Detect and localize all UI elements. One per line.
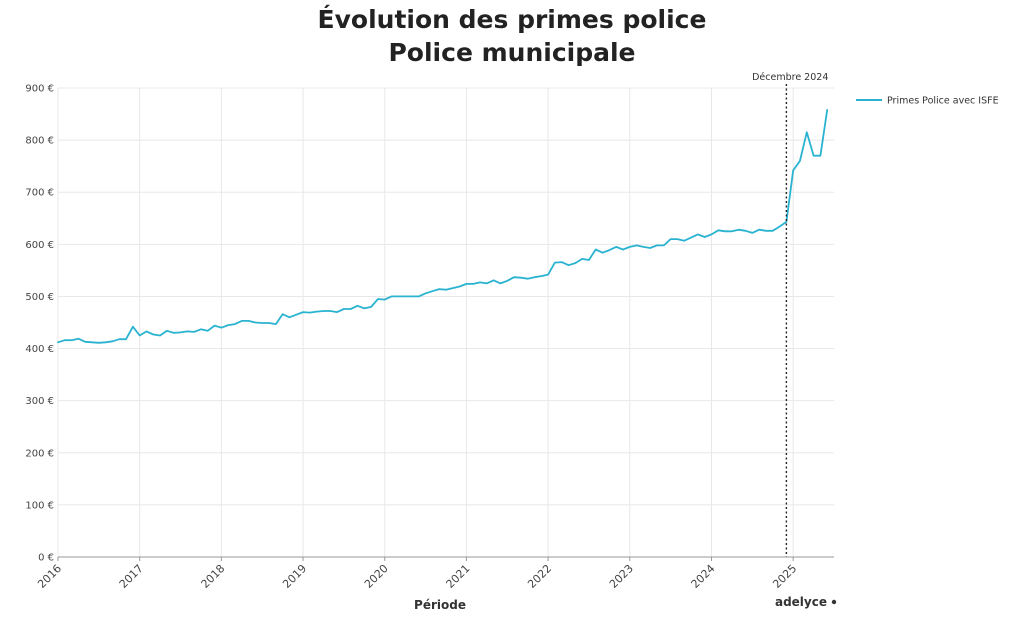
x-tick-label: 2023 xyxy=(607,562,636,591)
x-tick-label: 2021 xyxy=(444,562,473,591)
x-tick-label: 2022 xyxy=(525,562,554,591)
y-tick-label: 200 € xyxy=(25,448,54,459)
x-tick-label: 2017 xyxy=(117,562,146,591)
y-tick-label: 0 € xyxy=(38,553,54,564)
x-tick-label: 2024 xyxy=(689,562,718,591)
x-tick-label: 2016 xyxy=(35,562,64,591)
x-axis-title: Période xyxy=(414,598,466,612)
x-tick-label: 2018 xyxy=(198,562,227,591)
y-tick-label: 800 € xyxy=(25,136,54,147)
y-tick-label: 300 € xyxy=(25,396,54,407)
brand-logo-text: adelyce xyxy=(775,595,827,609)
y-tick-label: 900 € xyxy=(25,84,54,95)
brand-dot xyxy=(831,599,837,605)
chart-subtitle: Police municipale xyxy=(388,38,635,67)
x-tick-label: 2019 xyxy=(280,562,309,591)
chart-title: Évolution des primes police xyxy=(318,5,707,34)
y-tick-label: 400 € xyxy=(25,344,54,355)
y-tick-label: 100 € xyxy=(25,500,54,511)
legend-label: Primes Police avec ISFE xyxy=(887,96,999,107)
x-tick-label: 2020 xyxy=(362,562,391,591)
y-tick-label: 600 € xyxy=(25,240,54,251)
legend[interactable]: Primes Police avec ISFE xyxy=(856,96,999,107)
y-tick-label: 700 € xyxy=(25,188,54,199)
x-tick-label: 2025 xyxy=(770,562,799,591)
y-tick-label: 500 € xyxy=(25,292,54,303)
series-line-0[interactable] xyxy=(57,109,829,344)
annotation-label: Décembre 2024 xyxy=(752,72,828,83)
